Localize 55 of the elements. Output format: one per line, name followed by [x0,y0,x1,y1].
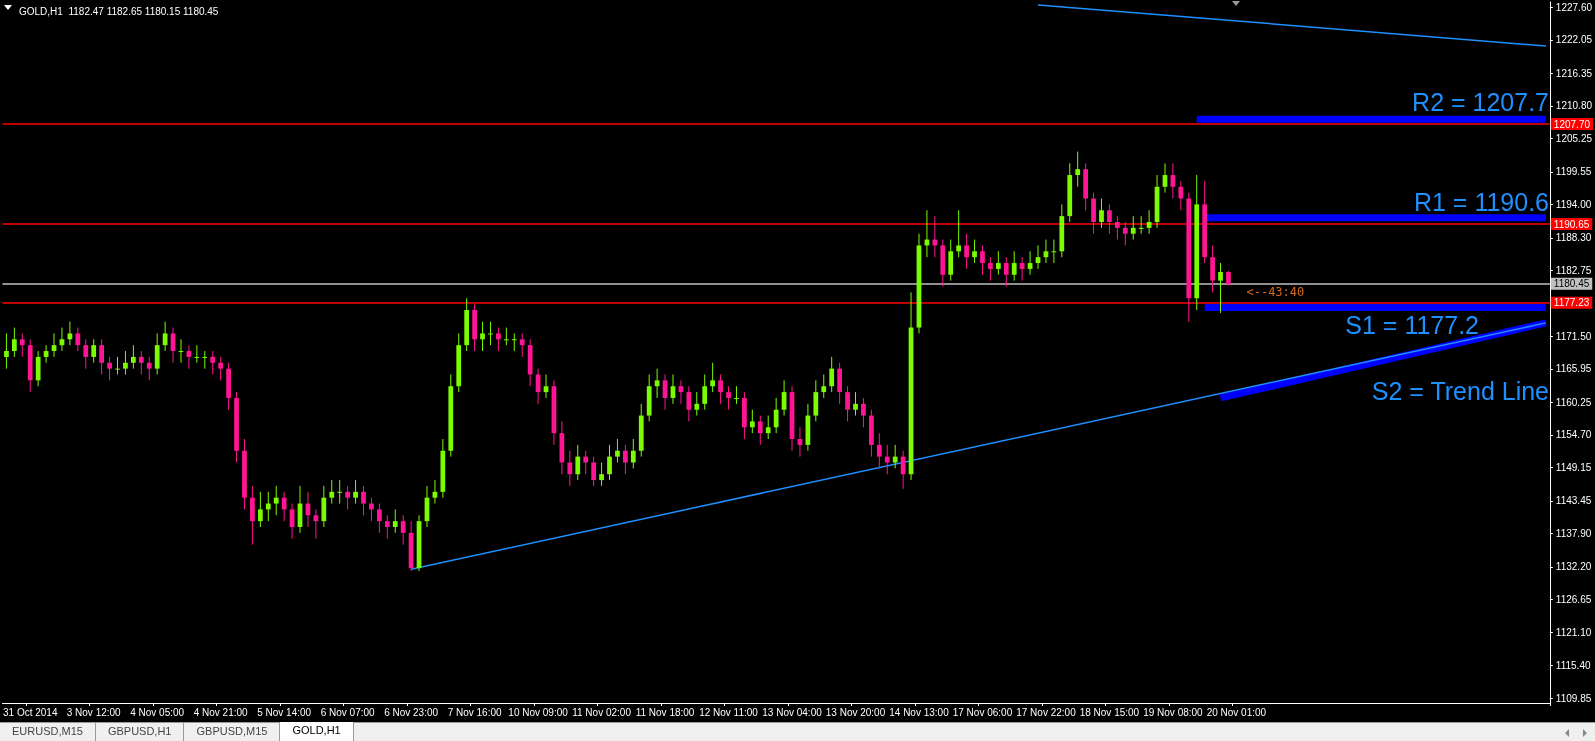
text: GBPUSD,M15 [184,723,281,741]
y-tick-label: 1188.30 [1555,232,1592,244]
x-tick-label: 4 Nov 05:00 [130,706,185,718]
text: EURUSD,M15 [0,723,96,741]
y-tick-label: 1216.35 [1555,67,1593,79]
y-tick-label: 1143.45 [1555,495,1592,507]
y-tick-label: 1199.55 [1555,166,1592,178]
y-tick-label: 1182.75 [1555,264,1592,276]
annotation: S2 = Trend Line [1371,377,1549,406]
ref-line-label: 1207.70 [1553,118,1591,130]
y-tick-label: 1154.70 [1555,429,1592,441]
annotation: R2 = 1207.7 [1412,87,1549,116]
x-tick-label: 13 Nov 20:00 [825,706,886,718]
x-tick-label: 20 Nov 01:00 [1206,706,1267,718]
y-tick-label: 1115.40 [1555,659,1591,671]
x-tick-label: 6 Nov 07:00 [320,706,376,718]
x-tick-label: 12 Nov 11:00 [699,706,759,718]
x-tick-label: 19 Nov 08:00 [1143,706,1204,718]
x-tick-label: 11 Nov 02:00 [572,706,632,718]
annotation: <--43:40 [1246,284,1305,299]
ref-line-label: 1180.45 [1553,278,1590,290]
y-tick-label: 1171.50 [1555,330,1592,342]
annotation: S1 = 1177.2 [1345,311,1479,340]
y-tick-label: 1121.10 [1555,626,1592,638]
y-tick-label: 1165.95 [1555,363,1592,375]
x-tick-label: 4 Nov 21:00 [193,706,249,718]
x-tick-label: 10 Nov 09:00 [508,706,569,718]
y-tick-label: 1149.15 [1555,461,1592,473]
ref-line-label: 1177.23 [1553,297,1590,309]
y-tick-label: 1160.25 [1555,396,1592,408]
x-tick-label: 3 Nov 12:00 [66,706,122,718]
chart-title: GOLD,H1 1182.47 1182.65 1180.15 1180.45 [19,5,219,17]
y-tick-label: 1210.80 [1555,100,1593,112]
x-tick-label: 18 Nov 15:00 [1079,706,1140,718]
x-tick-label: 31 Oct 2014 [2,706,58,718]
text: GBPUSD,H1 [95,723,185,741]
x-tick-label: 17 Nov 22:00 [1016,706,1077,718]
x-tick-label: 7 Nov 16:00 [447,706,502,718]
y-tick-label: 1137.90 [1555,527,1592,539]
x-tick-label: 17 Nov 06:00 [952,706,1013,718]
y-tick-label: 1222.05 [1555,34,1593,46]
y-tick-label: 1132.20 [1555,561,1592,573]
x-tick-label: 13 Nov 04:00 [762,706,823,718]
x-tick-label: 6 Nov 23:00 [384,706,439,718]
x-tick-label: 11 Nov 18:00 [635,706,695,718]
y-tick-label: 1126.65 [1555,593,1592,605]
annotation: R1 = 1190.6 [1413,187,1549,216]
y-tick-label: 1205.25 [1555,132,1593,144]
y-tick-label: 1194.00 [1555,198,1592,210]
y-tick-label: 1227.60 [1555,1,1593,13]
x-tick-label: 5 Nov 14:00 [257,706,312,718]
x-tick-label: 14 Nov 13:00 [889,706,950,718]
text: GOLD,H1 [280,722,354,741]
y-tick-label: 1109.85 [1555,692,1592,704]
ref-line-label: 1190.65 [1553,218,1590,230]
